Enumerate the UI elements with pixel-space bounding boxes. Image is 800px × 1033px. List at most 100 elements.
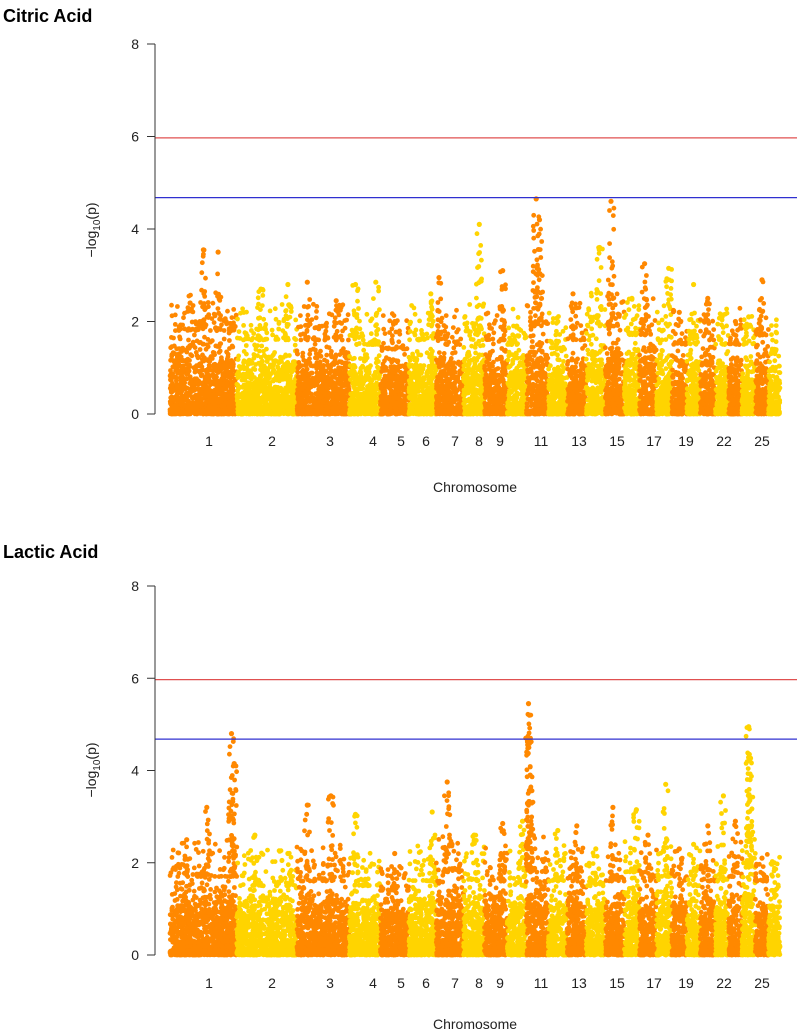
snp-point [373,370,378,376]
snp-point [448,356,454,361]
snp-point [275,385,280,391]
snp-point [407,329,413,334]
peak-point [187,300,193,306]
snp-point [425,374,431,379]
snp-point [341,410,346,416]
snp-point [478,243,484,248]
snp-point [276,321,282,326]
snp-point [433,334,439,340]
snp-point [358,386,364,392]
snp-point [182,403,188,409]
snp-point [434,393,439,399]
snp-point [199,260,205,266]
snp-point [363,373,369,379]
snp-point [341,375,347,380]
snp-point [202,383,208,389]
snp-point [439,329,444,335]
snp-point [368,363,373,369]
snp-point [279,302,285,307]
snp-point [376,339,381,345]
snp-point [197,369,203,375]
snp-point [318,371,324,376]
snp-point [215,306,221,311]
snp-point [208,328,213,333]
snp-point [255,305,260,310]
snp-point [169,302,174,308]
snp-point [428,368,434,373]
snp-point [283,337,289,343]
snp-point [267,308,273,314]
snp-point [381,340,386,346]
snp-point [354,393,359,399]
panel-title: Citric Acid [3,6,92,26]
snp-point [285,322,291,327]
snp-point [273,337,279,342]
snp-point [394,368,399,373]
snp-point [199,287,205,293]
snp-point [242,410,248,416]
snp-point [352,311,357,316]
snp-point [168,378,174,383]
snp-point [216,382,222,388]
snp-point [384,398,390,404]
snp-point [355,288,360,294]
snp-point [182,410,188,416]
peak-point [285,281,291,288]
peak-point [428,291,434,297]
snp-point [282,375,287,381]
snp-point [474,304,480,310]
snp-point [259,303,265,308]
snp-point [474,328,480,334]
snp-point [211,311,217,317]
chromosome-5-points [378,311,412,417]
snp-point [261,378,267,384]
snp-point [260,369,265,375]
snp-point [169,352,175,358]
snp-point [216,350,222,355]
snp-point [290,383,295,388]
snp-point [426,317,432,322]
snp-point [300,354,306,359]
snp-point [216,310,222,316]
snp-point [227,338,232,343]
snp-point [173,328,178,333]
snp-point [181,315,186,321]
snp-point [242,377,248,383]
snp-point [324,352,330,358]
snp-point [283,366,289,372]
snp-point [348,377,353,382]
snp-point [461,345,467,350]
snp-point [394,411,400,417]
snp-point [269,371,274,376]
snp-point [369,411,375,417]
snp-point [307,351,313,357]
snp-point [458,336,464,342]
snp-point [356,306,361,311]
snp-point [250,397,256,403]
snp-point [210,300,216,306]
snp-point [239,401,245,406]
snp-point [231,325,237,331]
snp-point [344,317,349,323]
snp-point [196,398,201,404]
snp-point [478,376,484,382]
chromosome-1-points [167,247,240,417]
snp-point [259,399,264,405]
snp-point [441,355,447,361]
snp-point [446,378,451,384]
snp-point [346,337,351,343]
snp-point [303,336,308,342]
snp-point [203,389,209,395]
snp-point [381,376,387,382]
snp-point [313,355,318,361]
snp-point [332,403,338,408]
chromosome-4-points [347,279,383,417]
snp-point [388,380,394,385]
snp-point [272,306,278,312]
snp-point [464,320,470,326]
snp-point [276,326,282,332]
snp-point [386,374,392,380]
snp-point [380,409,385,414]
snp-point [415,408,421,414]
snp-point [438,375,444,381]
